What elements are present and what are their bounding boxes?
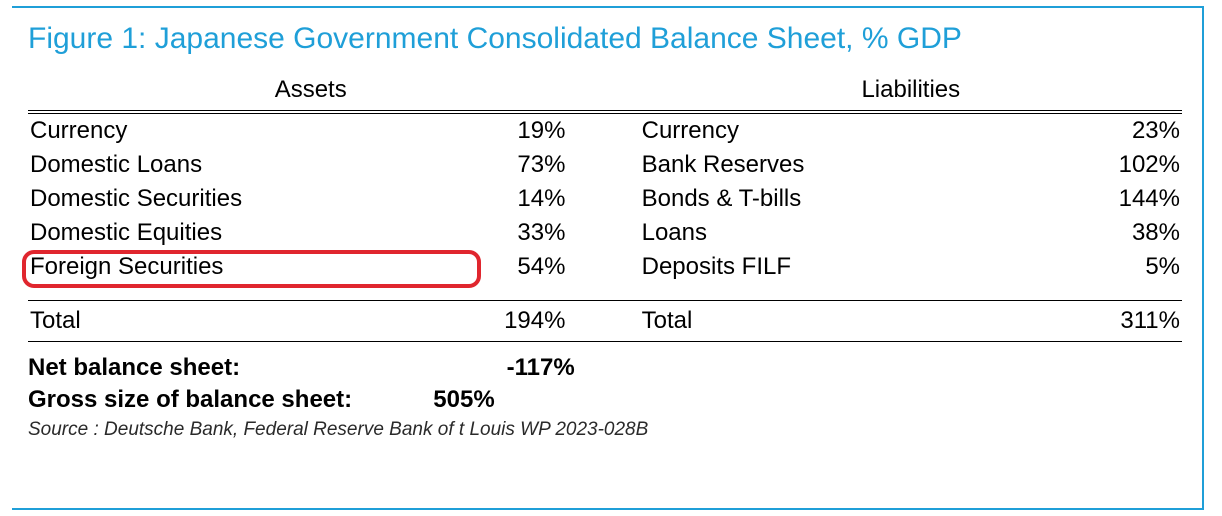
- assets-header: Assets: [28, 72, 593, 112]
- asset-label: Domestic Loans: [28, 148, 443, 182]
- spacer: [593, 72, 639, 112]
- table-row: Domestic Equities 33% Loans 38%: [28, 216, 1182, 250]
- table-row: Domestic Loans 73% Bank Reserves 102%: [28, 148, 1182, 182]
- liability-value: 5%: [986, 250, 1182, 284]
- balance-sheet-table: Assets Liabilities Currency 19% Currency…: [28, 72, 1182, 342]
- table-row: Currency 19% Currency 23%: [28, 112, 1182, 148]
- figure-frame: Figure 1: Japanese Government Consolidat…: [12, 6, 1204, 510]
- liability-label: Currency: [640, 112, 986, 148]
- asset-label: Currency: [28, 112, 443, 148]
- asset-label: Domestic Equities: [28, 216, 443, 250]
- asset-value: 54%: [443, 250, 593, 284]
- asset-total-value: 194%: [443, 301, 593, 342]
- total-row: Total 194% Total 311%: [28, 301, 1182, 342]
- asset-label: Foreign Securities: [28, 250, 443, 284]
- liability-total-value: 311%: [986, 301, 1182, 342]
- liability-label: Loans: [640, 216, 986, 250]
- liability-total-label: Total: [640, 301, 986, 342]
- figure-title: Figure 1: Japanese Government Consolidat…: [28, 22, 1188, 56]
- liability-label: Bank Reserves: [640, 148, 986, 182]
- source-note: Source : Deutsche Bank, Federal Reserve …: [28, 419, 1182, 441]
- liability-label: Bonds & T-bills: [640, 182, 986, 216]
- asset-total-label: Total: [28, 301, 443, 342]
- liabilities-header: Liabilities: [640, 72, 1182, 112]
- asset-value: 19%: [443, 112, 593, 148]
- liability-value: 23%: [986, 112, 1182, 148]
- summary-block: Net balance sheet: -117% Gross size of b…: [28, 352, 1182, 441]
- net-balance-label: Net balance sheet:: [28, 352, 408, 384]
- gross-balance-value: 505%: [415, 384, 495, 416]
- asset-label: Domestic Securities: [28, 182, 443, 216]
- liability-value: 38%: [986, 216, 1182, 250]
- asset-value: 14%: [443, 182, 593, 216]
- liability-label: Deposits FILF: [640, 250, 986, 284]
- table-row: Foreign Securities 54% Deposits FILF 5%: [28, 250, 1182, 284]
- liability-value: 144%: [986, 182, 1182, 216]
- gross-balance-label: Gross size of balance sheet:: [28, 384, 408, 416]
- table-row: Domestic Securities 14% Bonds & T-bills …: [28, 182, 1182, 216]
- net-balance-value: -117%: [415, 352, 575, 384]
- asset-value: 33%: [443, 216, 593, 250]
- liability-value: 102%: [986, 148, 1182, 182]
- asset-value: 73%: [443, 148, 593, 182]
